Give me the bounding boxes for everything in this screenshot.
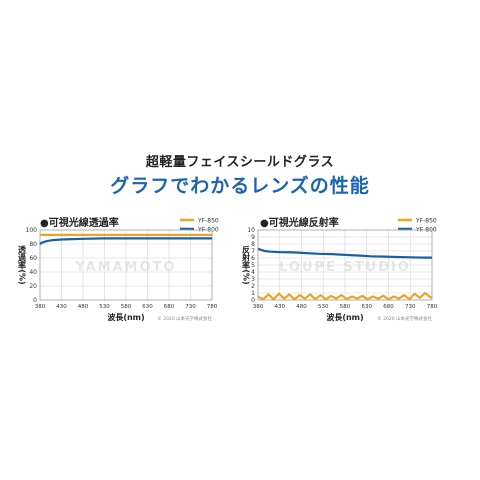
x-tick-label: 380 [35,304,46,310]
x-tick-label: 730 [405,304,416,310]
x-tick-label: 430 [275,304,286,310]
x-axis-label: 波長(nm) [107,312,144,322]
x-tick-label: 380 [253,304,264,310]
x-tick-label: 530 [99,304,110,310]
x-tick-label: 530 [318,304,329,310]
x-tick-label: 630 [142,304,153,310]
y-tick-label: 1 [251,290,255,297]
transmittance-chart-panel: ●可視光線透過率 YF-850 YF-800 0 20 40 60 80 100 380 430 48… [0,208,240,333]
y-tick-label: 40 [29,269,37,276]
chart-title: ●可視光線反射率 [260,216,339,229]
y-tick-label: 6 [251,255,255,262]
y-tick-label: 0 [33,297,37,304]
y-tick-label: 20 [29,283,37,290]
y-tick-label: 8 [251,241,255,248]
copyright-text: © 2020 山本光学株式会社 [377,315,432,322]
x-tick-label: 430 [56,304,67,310]
legend-label-yf-850: YF-850 [197,218,219,225]
y-tick-label: 0 [251,297,255,304]
y-tick-label: 9 [251,234,255,241]
y-tick-label: 100 [26,227,38,234]
chart-title: ●可視光線透過率 [40,216,119,229]
y-tick-label: 4 [251,269,255,276]
x-tick-label: 680 [164,304,175,310]
x-tick-label: 730 [185,304,196,310]
reflectance-chart-panel: ●可視光線反射率 YF-850 YF-800 0 1 2 3 4 5 6 7 8 9 10 380 430 48… [240,208,480,333]
x-axis-label: 波長(nm) [326,312,363,322]
y-tick-label: 7 [251,248,255,255]
x-tick-label: 480 [78,304,89,310]
legend-label-yf-850: YF-850 [415,218,437,225]
y-tick-label: 2 [251,283,255,290]
plot-frame [257,229,433,301]
y-axis-label: 反射率(%) [242,244,251,284]
series-line-yf-850 [257,291,433,301]
series-line-yf-800 [39,237,212,245]
y-tick-label: 5 [251,262,255,269]
x-tick-label: 580 [121,304,132,310]
x-tick-label: 780 [427,304,438,310]
series-line-yf-800 [257,247,432,259]
y-tick-label: 3 [251,276,255,283]
copyright-text: © 2020 山本光学株式会社 [157,315,212,322]
watermark-logo: LOUPE STUDIO [279,260,411,275]
page-subtitle: 超軽量フェイスシールドグラス [145,155,335,170]
y-tick-label: 60 [29,255,37,262]
y-tick-label: 80 [29,241,37,248]
x-tick-label: 480 [296,304,307,310]
y-tick-label: 10 [247,227,255,234]
watermark-logo: YAMAMOTO [74,260,176,275]
x-tick-label: 780 [207,304,218,310]
x-tick-label: 680 [383,304,394,310]
x-tick-label: 580 [340,304,351,310]
page-title: グラフでわかるレンズの性能 [110,175,370,197]
y-axis-label: 透過率(%) [17,244,27,284]
x-tick-label: 630 [362,304,373,310]
plot-frame [39,229,213,301]
